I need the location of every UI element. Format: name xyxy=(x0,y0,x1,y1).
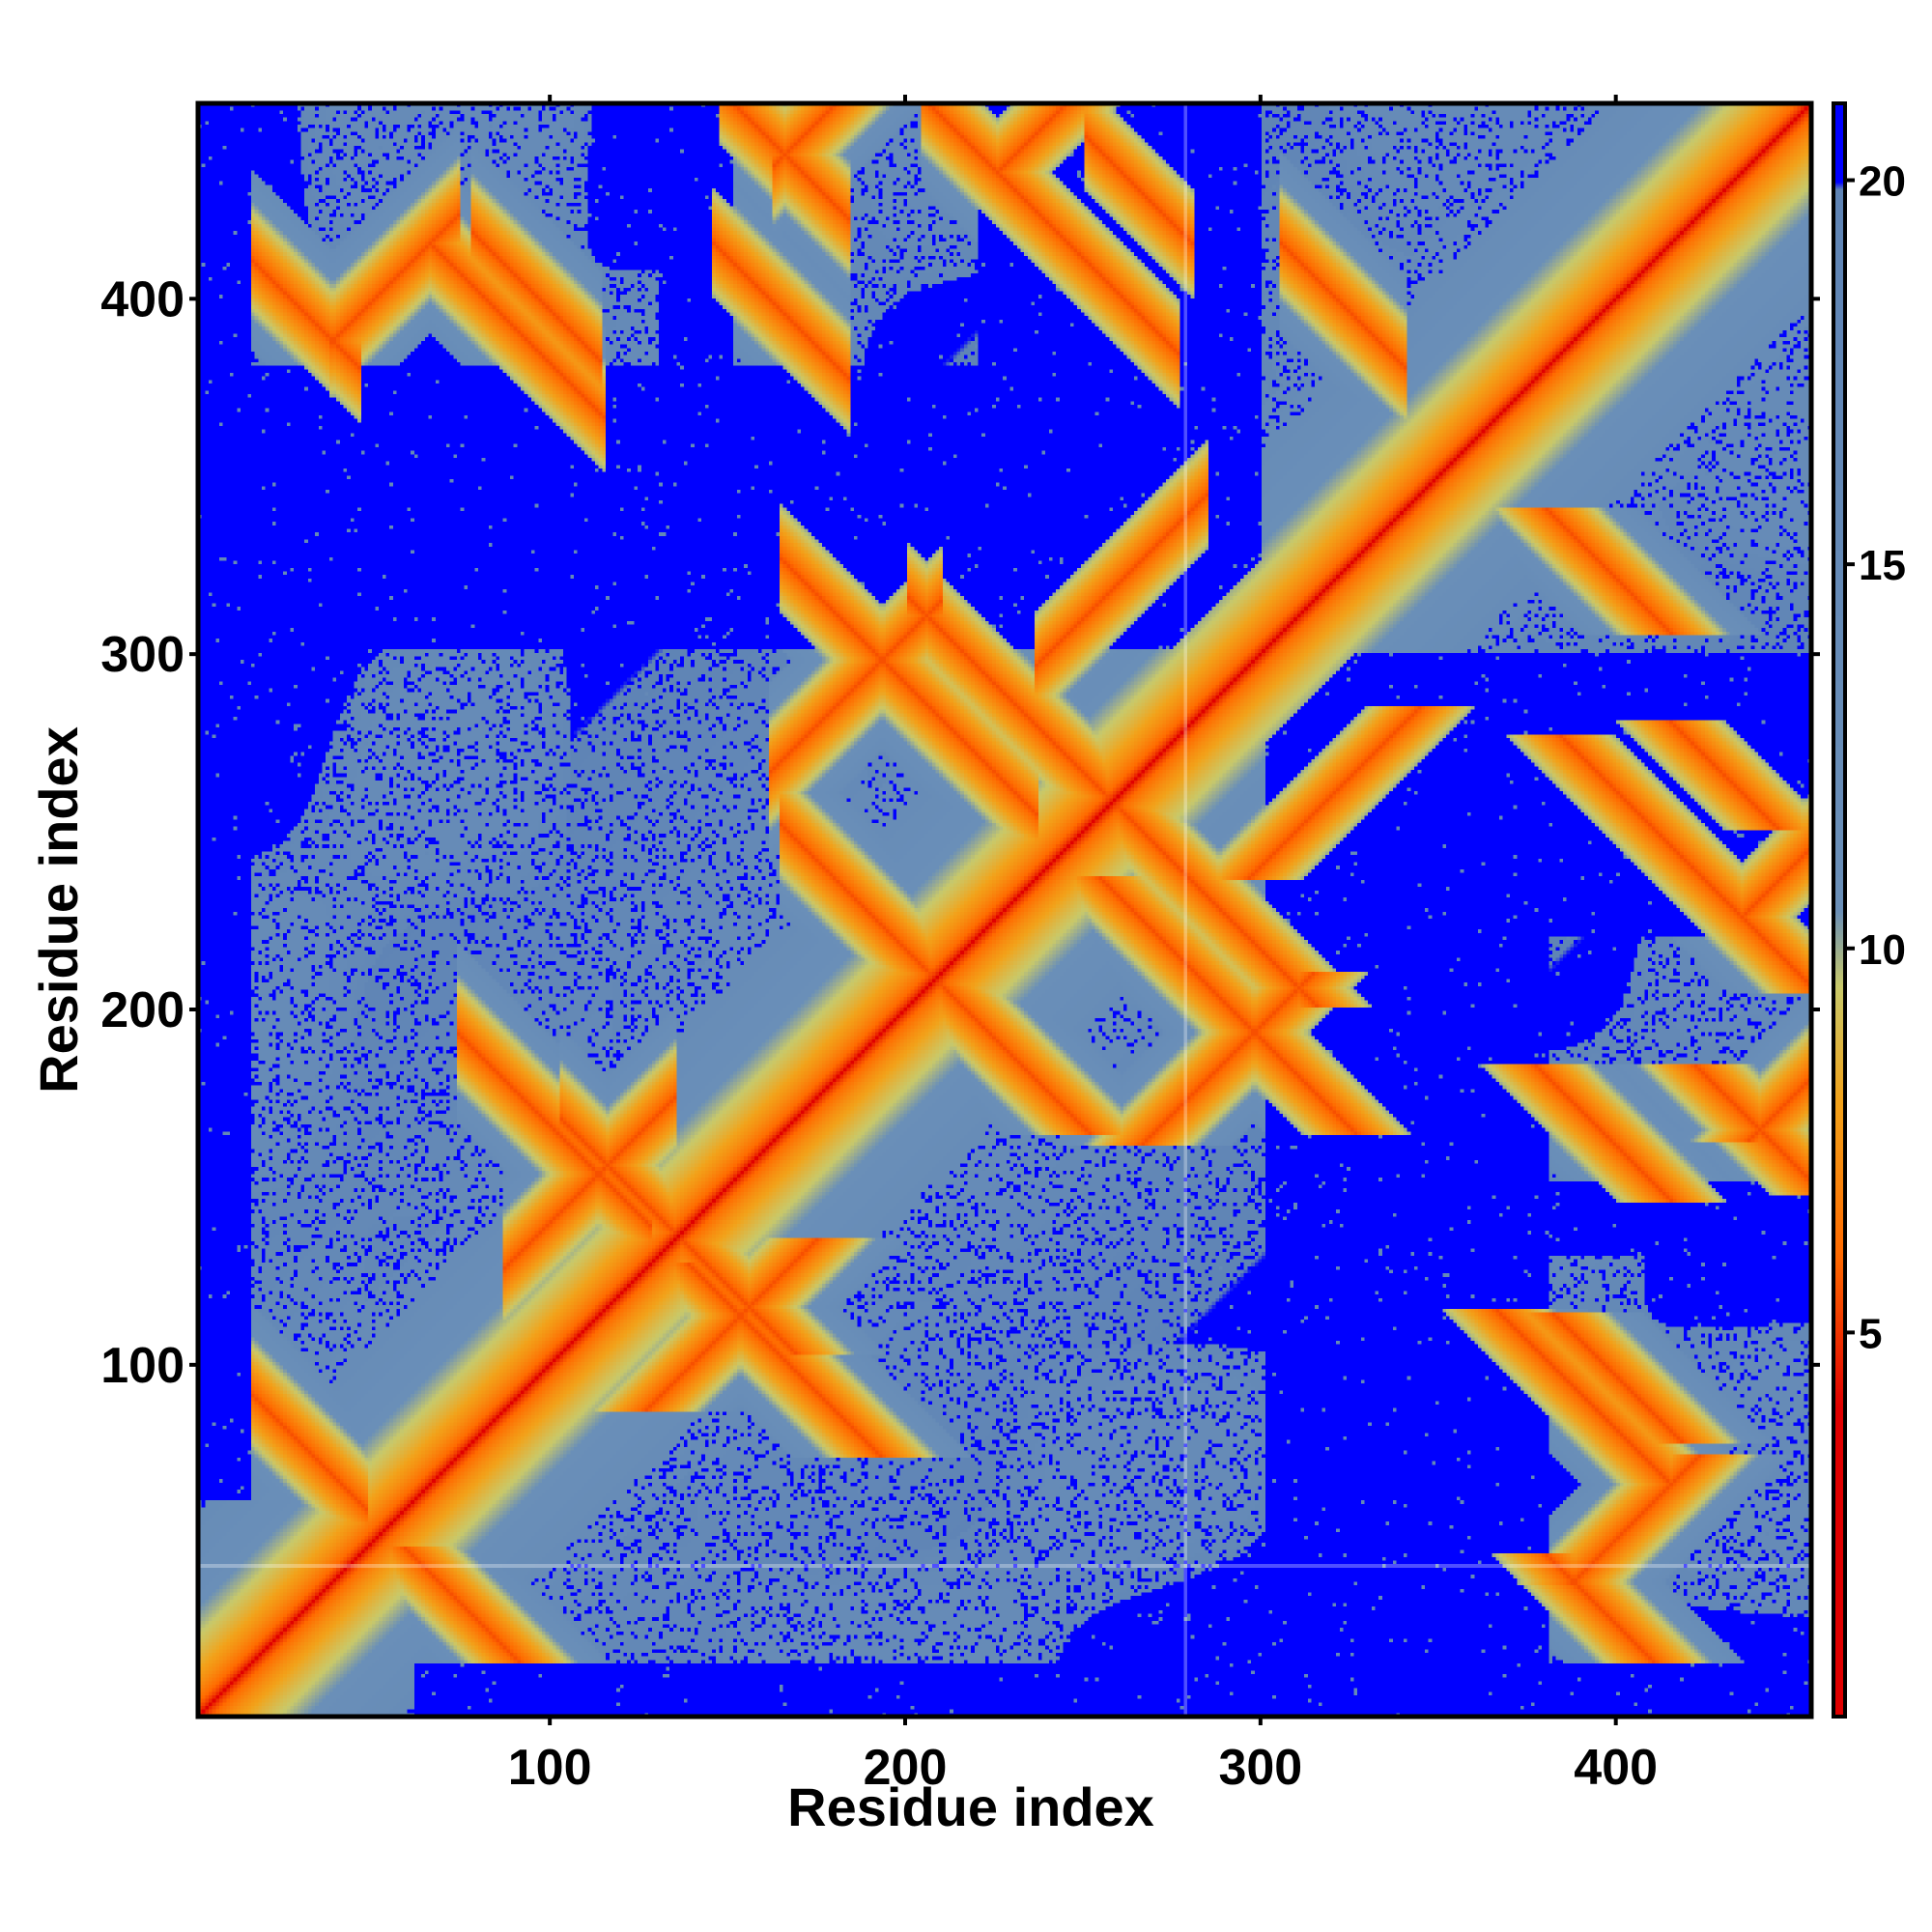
right-axis xyxy=(1811,297,1820,1367)
y-tick-label: 300 xyxy=(100,627,185,683)
colorbar-frame xyxy=(1832,101,1847,1719)
x-tick-label: 100 xyxy=(508,1740,592,1796)
heatmap-plot-area xyxy=(198,103,1811,1717)
top-axis xyxy=(548,95,1618,103)
x-axis: 100 200 300 400 xyxy=(508,1717,1658,1796)
colorbar xyxy=(1833,103,1845,1717)
colorbar-axis: 5 10 15 20 xyxy=(1845,158,1906,1357)
y-axis-title: Residue index xyxy=(28,726,89,1094)
x-tick-label: 300 xyxy=(1218,1740,1302,1796)
colorbar-tick-label: 20 xyxy=(1859,158,1906,206)
x-tick-label: 400 xyxy=(1574,1740,1658,1796)
y-tick-label: 400 xyxy=(100,271,185,327)
y-axis: 100 200 300 400 xyxy=(100,271,198,1394)
colorbar-tick-label: 10 xyxy=(1859,926,1906,974)
x-tick-label: 200 xyxy=(864,1740,948,1796)
x-axis-title: Residue index xyxy=(787,1776,1154,1837)
colorbar-tick-label: 5 xyxy=(1859,1310,1882,1357)
colorbar-tick-label: 15 xyxy=(1859,542,1906,589)
plot-frame xyxy=(195,100,1814,1719)
y-tick-label: 200 xyxy=(100,982,185,1038)
y-tick-label: 100 xyxy=(100,1338,185,1394)
